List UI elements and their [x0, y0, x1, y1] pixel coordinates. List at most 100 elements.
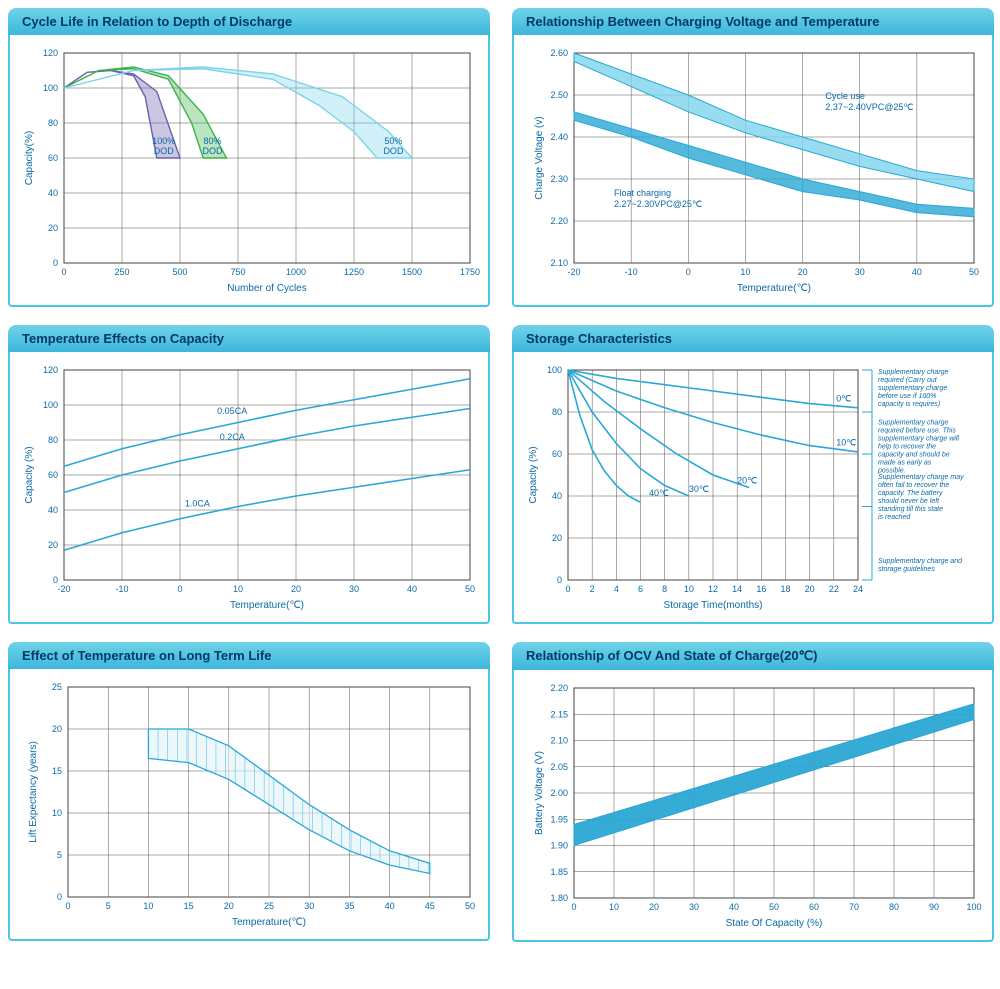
- svg-text:0: 0: [53, 258, 58, 268]
- svg-text:Float charging: Float charging: [614, 188, 671, 198]
- svg-text:100: 100: [966, 902, 981, 912]
- svg-text:50: 50: [465, 584, 475, 594]
- svg-text:10: 10: [143, 901, 153, 911]
- svg-text:Battery Voltage (V): Battery Voltage (V): [534, 751, 545, 835]
- panel-body: 051015202530354045500510152025Temperatur…: [8, 669, 490, 941]
- panel-storage: Storage Characteristics 0246810121416182…: [512, 325, 994, 624]
- chart-temp-capacity: -20-1001020304050020406080100120Temperat…: [14, 358, 484, 618]
- svg-text:20℃: 20℃: [737, 475, 757, 485]
- svg-text:0: 0: [57, 892, 62, 902]
- chart-charging-voltage: -20-10010203040502.102.202.302.402.502.6…: [518, 41, 988, 301]
- svg-text:1250: 1250: [344, 267, 364, 277]
- svg-text:10: 10: [740, 267, 750, 277]
- svg-text:Temperature(℃): Temperature(℃): [232, 917, 306, 928]
- svg-text:0: 0: [686, 267, 691, 277]
- svg-text:1000: 1000: [286, 267, 306, 277]
- svg-text:6: 6: [638, 584, 643, 594]
- svg-text:2.50: 2.50: [550, 90, 568, 100]
- svg-text:20: 20: [291, 584, 301, 594]
- svg-text:100: 100: [547, 365, 562, 375]
- svg-text:2.20: 2.20: [550, 216, 568, 226]
- svg-text:2.37~2.40VPC@25℃: 2.37~2.40VPC@25℃: [825, 102, 913, 112]
- svg-text:0: 0: [571, 902, 576, 912]
- svg-text:supplementary charge: supplementary charge: [878, 385, 947, 392]
- svg-text:2: 2: [590, 584, 595, 594]
- svg-text:storage guidelines: storage guidelines: [878, 566, 935, 573]
- chart-ocv-soc: 01020304050607080901001.801.851.901.952.…: [518, 676, 988, 936]
- svg-text:70: 70: [849, 902, 859, 912]
- svg-text:18: 18: [780, 584, 790, 594]
- svg-text:is reached: is reached: [878, 514, 911, 521]
- svg-text:Capacity (%): Capacity (%): [528, 446, 539, 503]
- svg-text:help to recover the: help to recover the: [878, 444, 936, 451]
- svg-text:5: 5: [57, 850, 62, 860]
- panel-title: Relationship Between Charging Voltage an…: [512, 8, 994, 35]
- svg-text:45: 45: [425, 901, 435, 911]
- panel-temp-capacity: Temperature Effects on Capacity -20-1001…: [8, 325, 490, 624]
- svg-text:1.95: 1.95: [550, 814, 568, 824]
- svg-text:should never be left: should never be left: [878, 498, 940, 505]
- chart-storage: 024681012141618202224020406080100Storage…: [518, 358, 988, 618]
- svg-text:30: 30: [349, 584, 359, 594]
- svg-text:120: 120: [43, 48, 58, 58]
- svg-text:30: 30: [304, 901, 314, 911]
- svg-text:made as early as: made as early as: [878, 460, 932, 467]
- svg-text:1750: 1750: [460, 267, 480, 277]
- svg-text:80: 80: [552, 407, 562, 417]
- panel-charging-voltage: Relationship Between Charging Voltage an…: [512, 8, 994, 307]
- svg-text:0: 0: [557, 575, 562, 585]
- svg-text:often fail to recover the: often fail to recover the: [878, 482, 949, 489]
- svg-text:required (Carry out: required (Carry out: [878, 377, 938, 384]
- svg-text:2.10: 2.10: [550, 258, 568, 268]
- svg-text:80: 80: [48, 435, 58, 445]
- svg-text:40℃: 40℃: [649, 488, 669, 498]
- svg-text:capacity is requires): capacity is requires): [878, 401, 940, 408]
- panel-body: 024681012141618202224020406080100Storage…: [512, 352, 994, 624]
- svg-text:0℃: 0℃: [836, 394, 851, 404]
- svg-text:-10: -10: [115, 584, 128, 594]
- panel-body: -20-10010203040502.102.202.302.402.502.6…: [512, 35, 994, 307]
- panel-body: -20-1001020304050020406080100120Temperat…: [8, 352, 490, 624]
- svg-text:Lift Expectancy (years): Lift Expectancy (years): [28, 741, 39, 843]
- svg-text:30℃: 30℃: [689, 484, 709, 494]
- svg-text:-10: -10: [625, 267, 638, 277]
- svg-text:50: 50: [465, 901, 475, 911]
- svg-text:750: 750: [230, 267, 245, 277]
- svg-text:2.15: 2.15: [550, 709, 568, 719]
- svg-text:0: 0: [565, 584, 570, 594]
- svg-text:30: 30: [689, 902, 699, 912]
- panel-title: Cycle Life in Relation to Depth of Disch…: [8, 8, 490, 35]
- chart-cycle-life: 0250500750100012501500175002040608010012…: [14, 41, 484, 301]
- svg-text:1.85: 1.85: [550, 867, 568, 877]
- svg-text:0: 0: [65, 901, 70, 911]
- svg-text:35: 35: [344, 901, 354, 911]
- svg-text:10℃: 10℃: [836, 438, 856, 448]
- svg-text:State Of Capacity (%): State Of Capacity (%): [726, 918, 823, 929]
- svg-text:80%: 80%: [203, 136, 221, 146]
- svg-text:1.0CA: 1.0CA: [185, 499, 210, 509]
- svg-text:120: 120: [43, 365, 58, 375]
- svg-text:100%: 100%: [152, 136, 175, 146]
- svg-text:2.30: 2.30: [550, 174, 568, 184]
- svg-text:Temperature(℃): Temperature(℃): [737, 283, 811, 294]
- svg-text:before use if 100%: before use if 100%: [878, 393, 936, 400]
- svg-text:10: 10: [233, 584, 243, 594]
- svg-text:2.10: 2.10: [550, 736, 568, 746]
- svg-text:40: 40: [407, 584, 417, 594]
- svg-text:25: 25: [264, 901, 274, 911]
- svg-text:40: 40: [48, 188, 58, 198]
- svg-text:2.40: 2.40: [550, 132, 568, 142]
- svg-text:2.20: 2.20: [550, 683, 568, 693]
- svg-text:0: 0: [61, 267, 66, 277]
- svg-text:15: 15: [184, 901, 194, 911]
- svg-text:22: 22: [829, 584, 839, 594]
- svg-text:DOD: DOD: [383, 146, 404, 156]
- svg-text:0.2CA: 0.2CA: [220, 432, 245, 442]
- chart-grid: Cycle Life in Relation to Depth of Disch…: [8, 8, 992, 942]
- svg-text:80: 80: [48, 118, 58, 128]
- svg-text:supplementary charge will: supplementary charge will: [878, 436, 959, 443]
- svg-text:0: 0: [53, 575, 58, 585]
- svg-text:40: 40: [552, 491, 562, 501]
- svg-text:1.80: 1.80: [550, 893, 568, 903]
- svg-text:1500: 1500: [402, 267, 422, 277]
